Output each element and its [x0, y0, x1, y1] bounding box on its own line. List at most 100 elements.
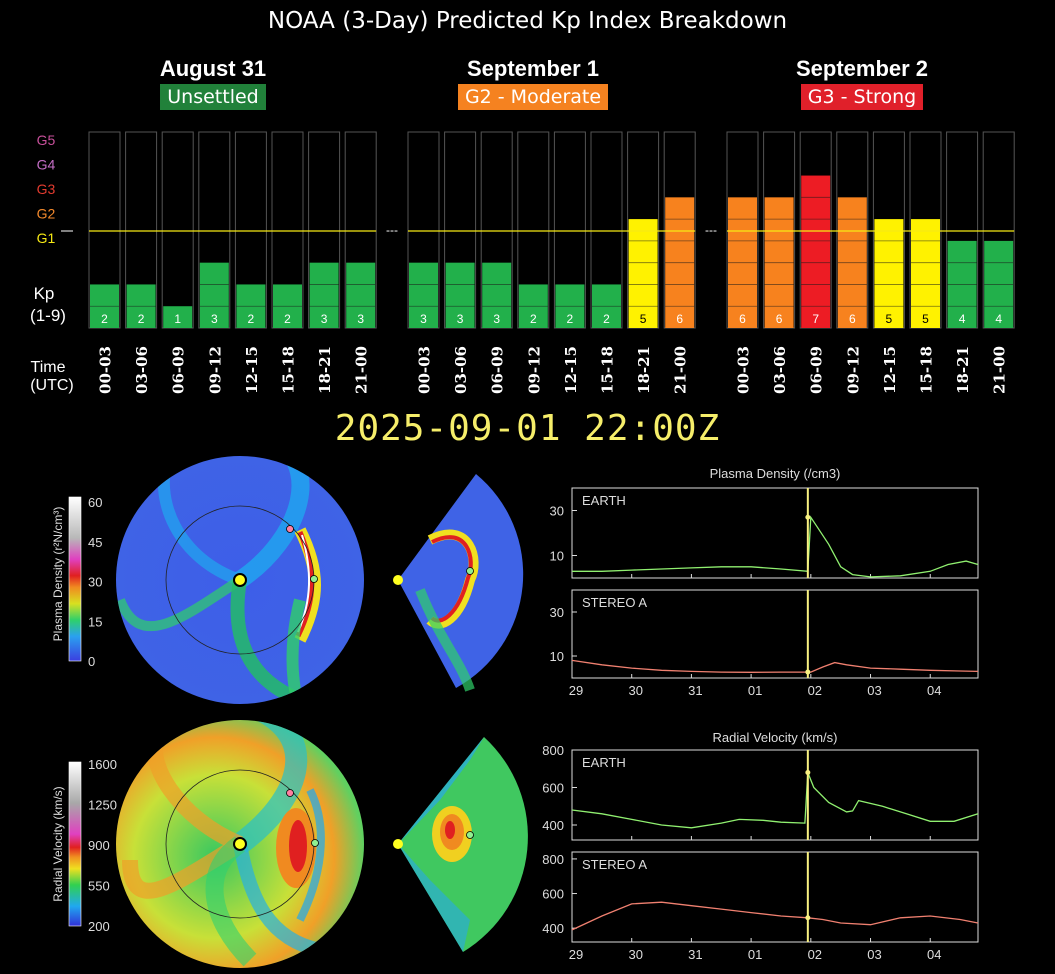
y-tick-label: 10	[550, 549, 564, 564]
time-tick-label: 03-06	[452, 346, 470, 394]
kp-bar	[874, 219, 904, 328]
x-tick-label: 02	[808, 683, 822, 698]
kp-bar	[346, 262, 376, 328]
kp-value-label: 3	[457, 312, 464, 326]
line-panel-stereo-a: 400 600 800 STEREO A 29 30 31 01 02 03 04	[542, 851, 979, 962]
time-tick-label: 12-15	[881, 346, 899, 394]
kp-value-label: 3	[493, 312, 500, 326]
kp-bar	[911, 219, 940, 328]
colorbar-tick-label: 45	[88, 535, 102, 550]
kp-bar-chart: G5 G4 G3 G2 G1 Kp (1-9) Time (UTC) --- --- 2…	[30, 131, 1015, 394]
kp-bar	[628, 219, 658, 328]
panel-name: STEREO A	[582, 595, 647, 610]
line-panel-earth: 400 600 800 EARTH	[542, 743, 979, 841]
kp-value-label: 2	[284, 312, 291, 326]
y-tick-label: 800	[542, 743, 564, 758]
line-panel-stereo-a: 10 30 STEREO A 29 30 31 01 02 03 04	[550, 589, 979, 698]
model-timestamp: 2025-09-01 22:00Z	[334, 408, 721, 449]
scale-label-g4: G4	[37, 157, 56, 173]
kp-bar	[445, 262, 475, 328]
kp-bar	[163, 306, 193, 328]
colorbar-tick-label: 15	[88, 614, 102, 629]
day-header-sep1: September 1 G2 - Moderate	[383, 56, 683, 110]
time-tick-label: 12-15	[243, 346, 261, 394]
colorbar-tick-label: 1600	[88, 757, 117, 772]
colorbar-tick-label: 0	[88, 654, 95, 669]
kp-value-label: 6	[776, 312, 783, 326]
scale-label-g5: G5	[37, 132, 56, 148]
time-tick-label: 06-09	[489, 346, 507, 394]
kp-bar	[199, 262, 229, 328]
kp-value-label: 1	[174, 312, 181, 326]
day-separator: ---	[386, 223, 398, 237]
series-line	[572, 515, 979, 578]
time-axis-label: Time	[31, 359, 66, 376]
velocity-disk	[116, 720, 364, 968]
density-colorbar	[68, 496, 82, 662]
colorbar-tick-label: 1250	[88, 798, 117, 813]
main-title: NOAA (3-Day) Predicted Kp Index Breakdow…	[267, 8, 788, 34]
y-tick-label: 400	[542, 921, 564, 936]
colorbar-tick-label: 60	[88, 495, 102, 510]
time-tick-label: 09-12	[525, 346, 543, 394]
time-tick-label: 15-18	[918, 346, 936, 394]
kp-value-label: 2	[101, 312, 108, 326]
time-tick-label: 21-00	[353, 346, 371, 394]
time-tick-label: 15-18	[599, 346, 617, 394]
day-header-sep2: September 2 G3 - Strong	[712, 56, 1012, 110]
time-tick-label: 00-03	[416, 346, 434, 394]
time-tick-label: 18-21	[954, 346, 972, 394]
kp-day-1: 2 00-03 2 03-06 1 06-09 3 09-12 2 12-15 2 15-18 3 18-…	[88, 131, 377, 394]
time-tick-label: 06-09	[808, 346, 826, 394]
kp-value-label: 7	[812, 312, 819, 326]
kp-axis-label: Kp	[34, 284, 55, 303]
colorbar-tick-label: 900	[88, 838, 110, 853]
scale-label-g1: G1	[37, 230, 56, 246]
kp-value-label: 2	[530, 312, 537, 326]
y-tick-label: 30	[550, 504, 564, 519]
x-tick-label: 01	[748, 947, 762, 962]
x-tick-label: 31	[688, 947, 702, 962]
kp-value-label: 3	[420, 312, 427, 326]
kp-value-label: 5	[640, 312, 647, 326]
x-tick-label: 03	[867, 947, 881, 962]
x-tick-label: 31	[688, 683, 702, 698]
x-tick-label: 01	[748, 683, 762, 698]
kp-day-2: 3 00-03 3 03-06 3 06-09 2 09-12 2 12-15 2 15-18 5 18-…	[407, 131, 696, 394]
y-tick-label: 30	[550, 605, 564, 620]
time-tick-label: 12-15	[562, 346, 580, 394]
kp-value-label: 4	[959, 312, 966, 326]
time-tick-label: 06-09	[170, 346, 188, 394]
x-tick-label: 30	[628, 683, 642, 698]
kp-value-label: 3	[357, 312, 364, 326]
y-tick-label: 800	[542, 852, 564, 867]
kp-value-label: 3	[321, 312, 328, 326]
time-tick-label: 15-18	[280, 346, 298, 394]
plot-title: Plasma Density (/cm3)	[710, 466, 841, 481]
kp-day-3: 6 00-03 6 03-06 7 06-09 6 09-12 5 12-15 5 15-18 4 18-…	[726, 131, 1015, 394]
time-tick-label: 21-00	[991, 346, 1009, 394]
plot-title: Radial Velocity (km/s)	[713, 730, 838, 745]
line-panel-earth: 10 30 EARTH	[550, 487, 979, 579]
density-side-view	[393, 474, 524, 692]
series-line	[571, 901, 979, 931]
y-tick-label: 10	[550, 649, 564, 664]
kp-value-label: 2	[248, 312, 255, 326]
kp-value-label: 4	[995, 312, 1002, 326]
kp-scale-labels: G5 G4 G3 G2 G1	[37, 132, 73, 246]
series-line	[571, 659, 979, 673]
kp-value-label: 5	[922, 312, 929, 326]
storm-level-badge: G3 - Strong	[800, 84, 924, 110]
x-tick-label: 29	[569, 947, 583, 962]
kp-value-label: 6	[849, 312, 856, 326]
panel-name: STEREO A	[582, 857, 647, 872]
time-tick-label: 09-12	[206, 346, 224, 394]
storm-level-badge: Unsettled	[160, 84, 266, 110]
time-tick-label: 00-03	[735, 346, 753, 394]
x-tick-label: 04	[927, 683, 941, 698]
day-name: September 2	[795, 56, 929, 81]
kp-value-label: 6	[676, 312, 683, 326]
density-disk	[116, 456, 364, 704]
velocity-colorbar-label: Radial Velocity (km/s)	[51, 786, 65, 901]
